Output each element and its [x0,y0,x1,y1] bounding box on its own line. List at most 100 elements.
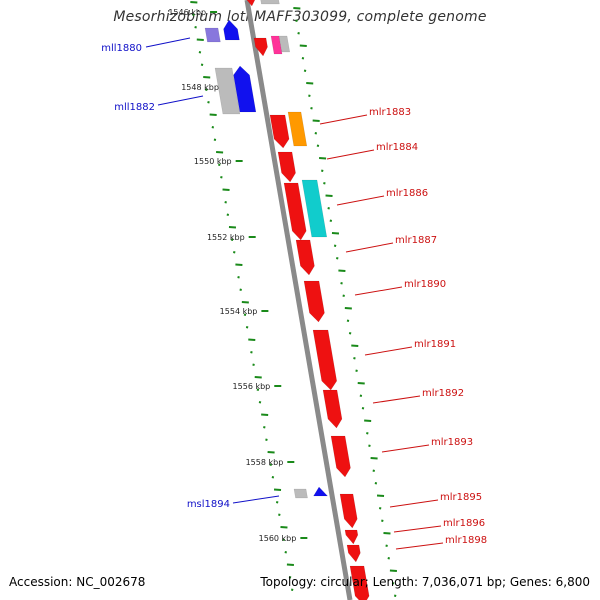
leader-line [336,195,385,206]
gene-arrow [313,486,329,497]
tick-mark [275,501,279,504]
gene-arrow [277,151,296,183]
leader-line [326,149,375,160]
scale-label: 1560 kbp [259,534,297,543]
tick-mark [336,257,339,260]
tick-mark [211,126,215,129]
tick-mark [393,594,397,597]
tick-mark [344,307,352,310]
tick-mark [387,557,391,560]
tick-mark [314,132,318,135]
gene-arrow [293,488,308,499]
gene-arrow [295,239,315,276]
leader-line [395,542,444,550]
leader-line [381,444,430,453]
tick-mark [308,94,311,97]
tick-mark [248,338,256,341]
tick-mark [306,82,314,85]
tick-mark [338,269,346,272]
tick-mark [340,282,343,285]
tick-mark [280,526,288,529]
tick-mark [282,538,285,541]
scale-label: 1552 kbp [207,233,245,242]
tick-mark [310,107,313,110]
tick-mark [316,144,320,147]
gene-label-plus: mlr1895 [440,492,482,503]
tick-mark [256,388,260,391]
tick-mark [271,476,275,479]
tick-mark [329,219,333,222]
gene-arrow [339,493,358,529]
tick-mark [368,444,371,447]
tick-mark [389,569,397,572]
gene-arrow [312,329,338,391]
tick-mark [258,401,262,404]
tick-mark [250,351,253,354]
gene-label-plus: mlr1893 [431,437,473,448]
tick-mark [245,326,249,329]
tick-mark [192,13,195,16]
tick-mark [374,482,378,485]
gene-label-plus: mlr1886 [386,188,428,199]
tick-mark [217,163,221,166]
tick-mark [297,32,300,35]
tick-mark [235,263,243,266]
tick-mark [220,176,223,179]
tick-mark [252,363,255,366]
tick-mark [366,432,369,435]
tick-mark [303,69,307,72]
gene-arrow [278,35,291,53]
tick-mark [381,519,384,522]
tick-mark [353,357,356,360]
gene-arrow [260,0,280,5]
tick-mark [385,544,388,547]
tick-mark [323,182,326,185]
gene-arrow [253,37,268,57]
tick-mark [267,451,275,454]
tick-mark [355,369,358,372]
gene-label-plus: mlr1883 [369,107,411,118]
tick-mark [293,7,301,10]
tick-mark [200,63,204,66]
genome-backbone [244,0,353,600]
tick-mark [213,138,217,141]
tick-mark [364,419,372,422]
gene-arrow [349,565,370,600]
tick-mark [237,276,240,279]
scale-label: 1550 kbp [194,157,232,166]
tick-mark [370,457,378,460]
leader-line [393,525,442,533]
gene-arrow [283,182,307,241]
tick-mark [198,51,202,54]
scale-labels: 1546 kbp 1548 kbp 1550 kbp 1552 kbp 1554 kbp… [168,8,308,543]
leader-line [354,286,403,296]
scale-label: 1546 kbp [168,8,206,17]
tick-mark [346,319,350,322]
tick-rails [190,1,397,597]
tick-mark [351,344,359,347]
leader-line [232,495,280,504]
tick-mark [378,507,382,510]
genome-summary: Topology: circular; Length: 7,036,071 bp… [260,575,590,589]
leader-line [345,242,394,253]
tick-mark [230,238,234,241]
tick-mark [333,244,337,247]
leader-line [319,114,368,125]
tick-mark [320,169,324,172]
gene-labels: mll1880 mll1882 msl1894 mlr1883 mlr1884 mlr18… [101,37,487,550]
gene-label-plus: mlr1891 [414,339,456,350]
genome-title: Mesorhizobium loti MAFF303099, complete … [113,9,487,25]
tick-mark [190,1,198,4]
gene-arrow [322,389,343,429]
tick-mark [278,513,281,516]
gene-label-minus: mll1880 [101,43,142,54]
scale-label: 1548 kbp [181,83,219,92]
tick-mark [239,288,242,291]
tick-mark [216,151,224,154]
tick-mark [312,119,320,122]
tick-mark [383,532,391,535]
tick-mark [205,88,208,91]
tick-mark [327,207,330,210]
gene-arrow [301,179,328,238]
leader-line [157,95,204,106]
